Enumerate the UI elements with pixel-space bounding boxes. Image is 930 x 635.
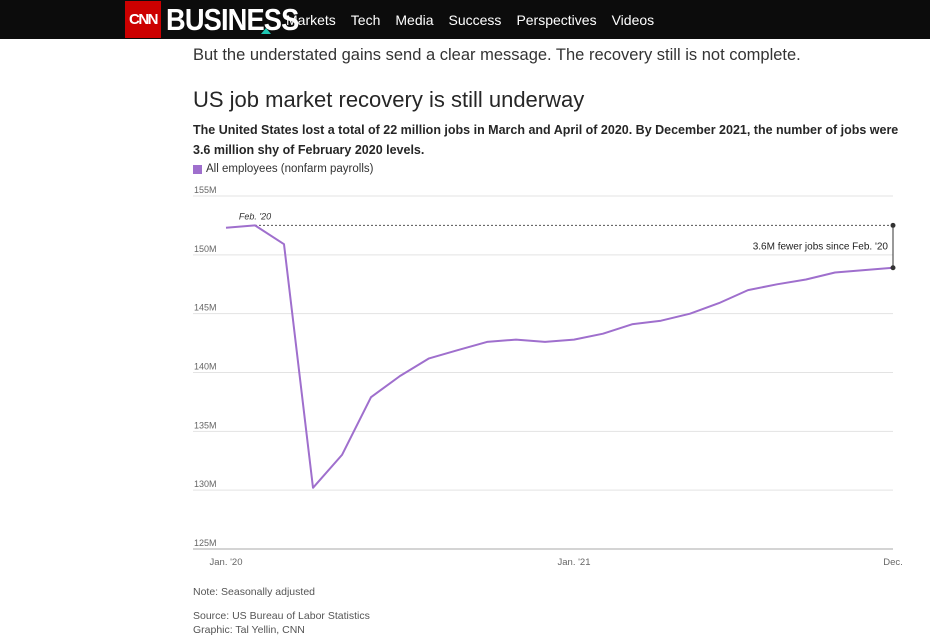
x-tick-label: Dec. (883, 557, 903, 568)
nav-item-media[interactable]: Media (395, 11, 434, 28)
gap-annotation-label: 3.6M fewer jobs since Feb. '20 (753, 242, 889, 253)
business-wordmark[interactable]: BUSINESS (166, 2, 299, 37)
y-tick-label: 140M (194, 362, 217, 372)
line-chart: 155M 150M 145M 140M 135M 130M 125M Jan. '20 Jan.… (193, 185, 903, 568)
gap-bracket-bottom-dot (890, 265, 896, 271)
chart-subtitle: The United States lost a total of 22 mil… (193, 123, 899, 157)
feb-2020-annotation-label: Feb. '20 (239, 211, 271, 221)
legend-label: All employees (nonfarm payrolls) (206, 163, 374, 175)
legend-swatch (193, 164, 202, 174)
section-nav: Markets Tech Media Success Perspectives … (286, 0, 669, 39)
x-tick-label: Jan. '21 (558, 557, 591, 568)
article-lead-paragraph: But the understated gains send a clear m… (193, 46, 801, 64)
y-tick-label: 130M (194, 479, 217, 489)
y-tick-label: 150M (194, 244, 217, 254)
y-tick-label: 145M (194, 303, 217, 313)
wordmark-accent-icon (261, 28, 271, 34)
chart-note: Note: Seasonally adjusted (193, 586, 315, 598)
nav-item-perspectives[interactable]: Perspectives (516, 11, 597, 28)
top-navigation-bar: CNN BUSINESS Markets Tech Media Success … (0, 0, 930, 39)
y-tick-label: 125M (194, 538, 217, 548)
nav-item-markets[interactable]: Markets (286, 11, 336, 28)
gap-bracket-top-dot (890, 222, 896, 228)
y-tick-label: 135M (194, 420, 217, 430)
chart-credit: Graphic: Tal Yellin, CNN (193, 624, 305, 635)
series-line-nonfarm-payrolls (225, 224, 894, 489)
x-tick-label: Jan. '20 (210, 557, 243, 568)
chart-title: US job market recovery is still underway (193, 87, 585, 112)
chart-source: Source: US Bureau of Labor Statistics (193, 610, 370, 622)
cnn-logo[interactable]: CNN (125, 1, 161, 38)
y-tick-label: 155M (194, 185, 217, 195)
nav-item-success[interactable]: Success (448, 11, 502, 28)
chart-legend: All employees (nonfarm payrolls) (193, 163, 373, 175)
nav-item-tech[interactable]: Tech (350, 11, 381, 28)
nav-item-videos[interactable]: Videos (611, 11, 655, 28)
